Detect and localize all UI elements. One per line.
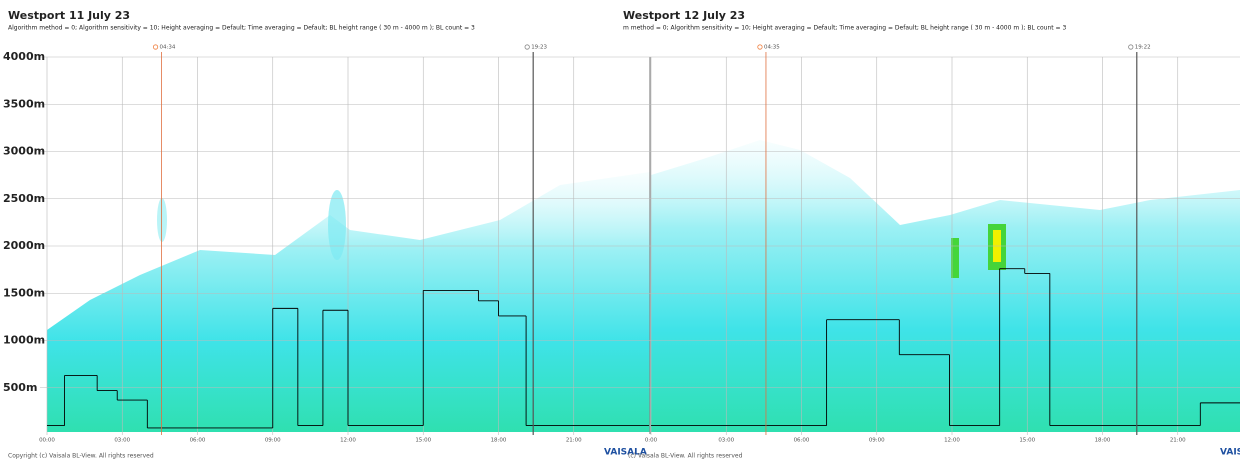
x-tick-label: 09:00 xyxy=(265,438,281,444)
y-tick-label: 500m xyxy=(3,381,37,394)
footer: (c) Vaisala BL-View. All rights reserved xyxy=(628,453,743,459)
chart-title: Westport 12 July 23 xyxy=(623,9,745,22)
aerosol-plume xyxy=(328,190,346,260)
x-tick-label: 09:00 xyxy=(869,438,885,444)
x-tick-label: 0:00 xyxy=(645,438,658,444)
x-tick-label: 15:00 xyxy=(415,438,431,444)
y-tick-label: 4000m xyxy=(3,50,45,63)
x-tick-label: 18:00 xyxy=(491,438,507,444)
x-tick-label: 18:00 xyxy=(1095,438,1111,444)
x-tick-label: 06:00 xyxy=(190,438,206,444)
sunset-label: 19:22 xyxy=(1135,45,1151,51)
x-tick-label: 03:00 xyxy=(718,438,734,444)
x-tick-label: 06:00 xyxy=(794,438,810,444)
y-tick-label: 2000m xyxy=(3,239,45,252)
footer: Copyright (c) Vaisala BL-View. All right… xyxy=(8,453,154,459)
cloud-return xyxy=(951,238,959,278)
x-tick-label: 21:00 xyxy=(1170,438,1186,444)
y-tick-label: 3000m xyxy=(3,145,45,158)
x-tick-label: 15:00 xyxy=(1019,438,1035,444)
sunset-icon xyxy=(524,44,530,50)
sunrise-icon xyxy=(152,44,159,50)
y-tick-label: 3500m xyxy=(3,97,45,110)
x-tick-label: 03:00 xyxy=(114,438,130,444)
x-tick-label: 12:00 xyxy=(944,438,960,444)
x-tick-label: 21:00 xyxy=(566,438,582,444)
backscatter-field xyxy=(651,140,1240,432)
logo: VAISALA xyxy=(604,448,647,458)
aerosol-plume xyxy=(157,198,167,242)
sunset-label: 19:23 xyxy=(531,45,547,51)
x-tick-label: 00:00 xyxy=(39,438,55,444)
sunset-icon xyxy=(1128,44,1134,50)
sunrise-label: 04:34 xyxy=(160,45,176,51)
y-tick-label: 2500m xyxy=(3,192,45,205)
sunrise-label: 04:35 xyxy=(764,45,780,51)
x-tick-label: 12:00 xyxy=(340,438,356,444)
y-tick-label: 1000m xyxy=(3,334,45,347)
chart-subtitle: m method = 0; Algorithm sensitivity = 10… xyxy=(623,25,1066,32)
logo: VAISALA xyxy=(1220,448,1240,458)
y-tick-label: 1500m xyxy=(3,286,45,299)
chart-title: Westport 11 July 23 xyxy=(8,9,130,22)
sunrise-icon xyxy=(757,44,763,50)
chart-subtitle: Algorithm method = 0; Algorithm sensitiv… xyxy=(8,25,475,32)
